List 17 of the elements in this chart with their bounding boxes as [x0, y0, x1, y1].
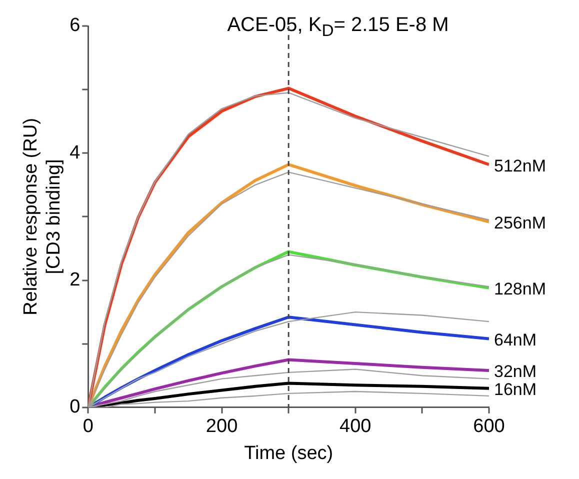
- y-tick-label: 0: [70, 396, 80, 418]
- x-tick-label: 200: [206, 416, 238, 438]
- x-axis-title: Time (sec): [244, 442, 334, 464]
- series-label: 16nM: [494, 380, 537, 400]
- y-tick-label: 4: [70, 142, 81, 164]
- y-tick-label: 2: [70, 270, 80, 290]
- series-label: 128nM: [494, 280, 546, 299]
- y-axis-title: Relative response (RU) [CD3 binding]: [20, 118, 64, 316]
- x-tick-label: 0: [82, 416, 94, 438]
- x-tick-label: 400: [340, 416, 372, 438]
- series-label: 512nM: [494, 156, 546, 176]
- series-label: 32nM: [494, 362, 537, 382]
- chart-title: ACE-05, K$_{D}$= 2.15 E-8 M: [226, 14, 450, 41]
- series-label: 64nM: [494, 330, 537, 350]
- series-label: 256nM: [494, 213, 546, 232]
- y-tick-label: 6: [70, 15, 80, 36]
- x-tick-label: 600: [473, 416, 505, 438]
